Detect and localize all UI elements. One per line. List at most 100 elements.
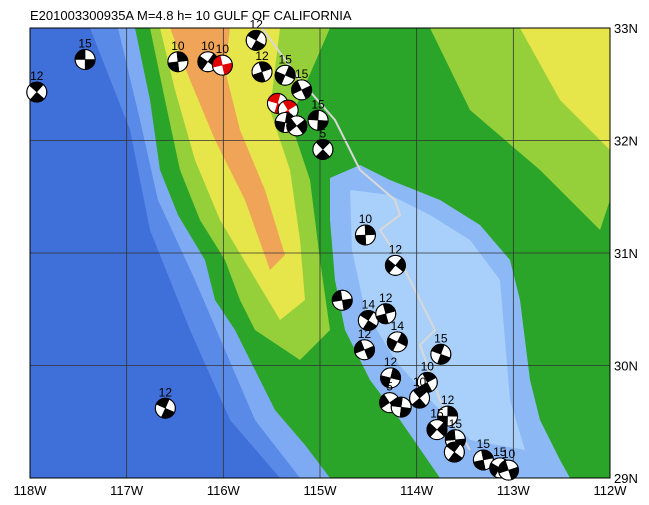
depth-label: 15 <box>279 52 293 66</box>
depth-label: 15 <box>449 417 463 431</box>
beachball-outline <box>498 459 519 481</box>
beachball <box>291 79 313 101</box>
beachball-outline <box>291 79 313 101</box>
lat-label: 31N <box>614 246 638 261</box>
beachball-outline <box>409 387 431 409</box>
beachball-outline <box>353 339 375 361</box>
depth-label: 12 <box>159 385 173 399</box>
beachball <box>390 396 412 418</box>
beachball <box>353 339 375 361</box>
beachball-outline <box>211 54 233 76</box>
depth-label: 10 <box>359 212 373 226</box>
depth-label: 12 <box>255 49 269 63</box>
beachball <box>354 224 376 246</box>
beachball-outline <box>167 51 189 73</box>
beachball <box>211 54 233 76</box>
beachball-outline <box>386 331 408 353</box>
depth-label: 15 <box>434 331 448 345</box>
beachball <box>386 331 408 353</box>
depth-label: 12 <box>30 69 44 83</box>
lon-label: 117W <box>110 483 144 498</box>
beachball <box>251 61 273 83</box>
beachball-outline <box>74 49 96 70</box>
beachball-outline <box>375 303 397 325</box>
depth-label: 5 <box>320 127 327 141</box>
depth-label: 15 <box>78 37 92 51</box>
lat-label: 29N <box>614 471 638 486</box>
map-title: E201003300935A M=4.8 h= 10 GULF OF CALIF… <box>30 8 352 23</box>
beachball-outline <box>430 343 452 365</box>
gulf-shallow <box>350 190 525 450</box>
lat-label: 33N <box>614 21 638 36</box>
beachball-outline <box>426 419 448 441</box>
beachball <box>274 64 296 86</box>
beachball <box>74 49 96 70</box>
beachball-outline <box>312 139 334 160</box>
beachball <box>426 419 448 441</box>
depth-label: 5 <box>386 380 393 394</box>
depth-label: 10 <box>171 39 185 53</box>
beachball <box>245 29 267 51</box>
depth-label: 10 <box>216 42 230 56</box>
lat-label: 32N <box>614 134 638 149</box>
lon-label: 112W <box>594 483 628 498</box>
beachball <box>307 109 329 131</box>
depth-label: 12 <box>358 327 372 341</box>
beachball-outline <box>274 64 296 86</box>
land-peak <box>170 28 285 270</box>
depth-label: 15 <box>477 437 491 451</box>
beachball <box>498 459 519 481</box>
beachball-outline <box>245 29 267 51</box>
beachball <box>331 289 353 311</box>
lon-label: 118W <box>14 483 48 498</box>
beachball <box>167 51 189 73</box>
lon-label: 113W <box>497 483 531 498</box>
beachball-outline <box>26 81 48 103</box>
depth-label: 12 <box>441 393 455 407</box>
beachball-outline <box>307 109 329 131</box>
depth-label: 15 <box>493 445 507 459</box>
depth-label: 15 <box>430 407 444 421</box>
beachball-outline <box>286 115 308 137</box>
lon-label: 114W <box>400 483 434 498</box>
beachball-outline <box>437 405 459 427</box>
beachball <box>375 303 397 325</box>
beachball-outline <box>390 396 412 418</box>
beachball <box>384 254 406 276</box>
beachball <box>380 367 402 389</box>
depth-label: 14 <box>362 298 376 312</box>
beachball-outline <box>443 441 465 463</box>
boundary-line <box>261 28 471 451</box>
beachball <box>409 387 431 409</box>
depth-label: 10 <box>502 447 516 461</box>
beachball <box>443 441 465 463</box>
frame <box>29 27 611 479</box>
beachball <box>357 310 379 331</box>
depth-label: 10 <box>421 359 435 373</box>
lon-label: 116W <box>207 483 241 498</box>
beachball-outline <box>251 61 273 83</box>
beachball-outline <box>354 224 376 246</box>
depth-label: 15 <box>311 97 325 111</box>
beachball-outline <box>384 254 406 276</box>
beachball <box>312 139 334 160</box>
beachball <box>437 405 459 427</box>
depth-label: 12 <box>379 291 393 305</box>
beachball <box>472 449 494 471</box>
beachball-outline <box>380 367 402 389</box>
depth-label: 12 <box>250 17 264 31</box>
lon-label: 115W <box>304 483 338 498</box>
mainland-high <box>520 28 610 150</box>
depth-label: 10 <box>413 375 427 389</box>
depth-label: 14 <box>391 319 405 333</box>
beachball-outline <box>331 289 353 311</box>
beachball <box>286 115 308 137</box>
depth-label: 12 <box>384 355 398 369</box>
beachball <box>416 371 438 393</box>
lat-label: 30N <box>614 359 638 374</box>
beachball <box>26 81 48 103</box>
